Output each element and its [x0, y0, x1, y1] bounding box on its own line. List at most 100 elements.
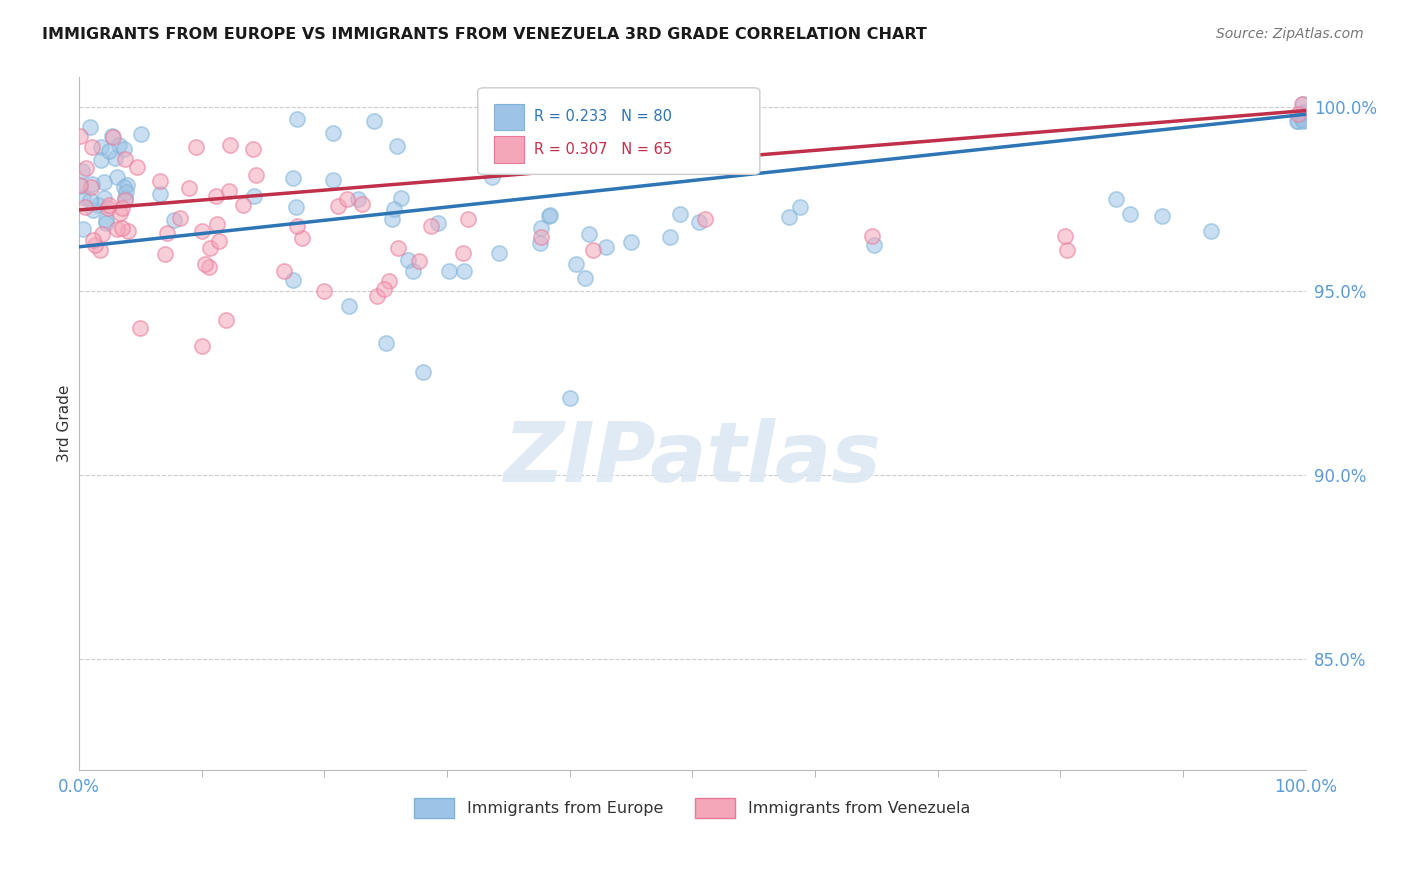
- Point: [529, 230, 551, 244]
- Point: [148, 174, 170, 188]
- Point: [163, 212, 186, 227]
- Point: [453, 263, 475, 277]
- Point: [98, 198, 121, 212]
- Point: [537, 209, 560, 223]
- Point: [488, 246, 510, 260]
- Point: [243, 189, 266, 203]
- Point: [1286, 114, 1309, 128]
- Point: [669, 207, 692, 221]
- Point: [322, 172, 344, 186]
- Point: [439, 264, 461, 278]
- Point: [208, 234, 231, 248]
- Point: [578, 227, 600, 241]
- Point: [94, 216, 117, 230]
- Y-axis label: 3rd Grade: 3rd Grade: [58, 384, 72, 462]
- Point: [115, 178, 138, 192]
- Point: [1119, 207, 1142, 221]
- Point: [107, 137, 129, 152]
- Point: [373, 282, 395, 296]
- Point: [581, 243, 603, 257]
- Point: [90, 140, 112, 154]
- Point: [374, 335, 396, 350]
- Point: [72, 222, 94, 236]
- Point: [125, 160, 148, 174]
- Point: [232, 198, 254, 212]
- Point: [72, 190, 94, 204]
- Point: [1199, 224, 1222, 238]
- Point: [93, 175, 115, 189]
- Legend: Immigrants from Europe, Immigrants from Venezuela: Immigrants from Europe, Immigrants from …: [408, 792, 977, 824]
- Point: [194, 257, 217, 271]
- Point: [481, 169, 503, 184]
- Text: Source: ZipAtlas.com: Source: ZipAtlas.com: [1216, 27, 1364, 41]
- Point: [117, 224, 139, 238]
- Point: [69, 178, 91, 193]
- Point: [426, 216, 449, 230]
- Point: [94, 212, 117, 227]
- Point: [862, 238, 884, 252]
- Point: [149, 187, 172, 202]
- Point: [1294, 105, 1316, 120]
- Point: [695, 211, 717, 226]
- Point: [82, 234, 104, 248]
- Point: [1291, 106, 1313, 120]
- Point: [273, 264, 295, 278]
- Point: [378, 274, 401, 288]
- Point: [97, 201, 120, 215]
- Point: [97, 145, 120, 159]
- Point: [1291, 96, 1313, 111]
- Point: [1292, 96, 1315, 111]
- Point: [391, 191, 413, 205]
- Text: R = 0.307   N = 65: R = 0.307 N = 65: [534, 142, 672, 157]
- Point: [326, 199, 349, 213]
- Point: [103, 129, 125, 144]
- Point: [218, 138, 240, 153]
- Point: [245, 168, 267, 182]
- Bar: [494, 103, 524, 130]
- Point: [242, 143, 264, 157]
- Point: [1150, 209, 1173, 223]
- Point: [191, 339, 214, 353]
- Point: [1294, 113, 1316, 128]
- Point: [1291, 112, 1313, 126]
- Point: [90, 153, 112, 167]
- Point: [291, 231, 314, 245]
- Point: [402, 264, 425, 278]
- Point: [595, 240, 617, 254]
- Point: [530, 220, 553, 235]
- Point: [108, 206, 131, 220]
- Point: [114, 185, 136, 199]
- Point: [396, 253, 419, 268]
- Text: ZIPatlas: ZIPatlas: [503, 417, 882, 499]
- Text: IMMIGRANTS FROM EUROPE VS IMMIGRANTS FROM VENEZUELA 3RD GRADE CORRELATION CHART: IMMIGRANTS FROM EUROPE VS IMMIGRANTS FRO…: [42, 27, 927, 42]
- Point: [218, 184, 240, 198]
- Point: [314, 284, 336, 298]
- Point: [205, 218, 228, 232]
- Point: [112, 142, 135, 156]
- Point: [408, 254, 430, 268]
- FancyBboxPatch shape: [478, 87, 759, 174]
- Point: [198, 241, 221, 255]
- Point: [620, 235, 643, 249]
- Point: [205, 189, 228, 203]
- Point: [322, 126, 344, 140]
- Point: [69, 178, 91, 193]
- Point: [90, 227, 112, 241]
- Point: [129, 127, 152, 141]
- Point: [72, 164, 94, 178]
- Point: [347, 192, 370, 206]
- Point: [285, 219, 308, 234]
- Point: [177, 181, 200, 195]
- Point: [283, 273, 305, 287]
- Point: [789, 201, 811, 215]
- Point: [538, 208, 561, 222]
- Point: [558, 391, 581, 405]
- Point: [155, 246, 177, 260]
- Point: [184, 140, 207, 154]
- Bar: [494, 136, 524, 162]
- Point: [84, 238, 107, 252]
- Point: [111, 202, 134, 216]
- Point: [82, 177, 104, 191]
- Point: [73, 200, 96, 214]
- Point: [412, 365, 434, 379]
